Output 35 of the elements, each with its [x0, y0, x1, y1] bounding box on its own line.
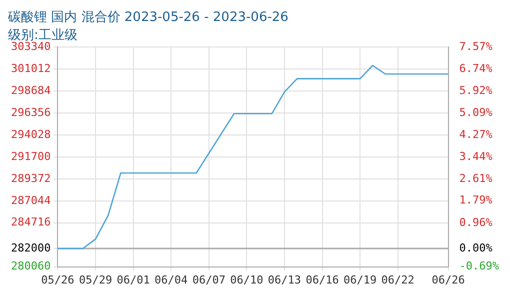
- x-tick-label: 06/10: [230, 273, 264, 286]
- y-tick-label: 287044: [10, 194, 52, 207]
- y2-tick-label: 3.44%: [459, 150, 493, 163]
- x-tick-label: 06/16: [306, 273, 339, 286]
- y-tick-label: 282000: [10, 241, 51, 254]
- x-tick-label: 06/04: [154, 273, 188, 286]
- y-tick-label: 296356: [10, 106, 51, 119]
- y2-tick-label: 5.92%: [459, 84, 493, 97]
- y-tick-label: 291700: [10, 150, 51, 163]
- y2-tick-label: 5.09%: [459, 106, 493, 119]
- x-tick-label: 05/26: [41, 273, 74, 286]
- y2-tick-label: 0.96%: [459, 216, 493, 229]
- chart-subtitle: 级别:工业级: [8, 28, 78, 43]
- y-tick-label: 298684: [10, 84, 52, 97]
- y-tick-label: 289372: [10, 172, 51, 185]
- y-tick-label: 280060: [10, 260, 51, 273]
- x-tick-label: 06/19: [344, 273, 377, 286]
- x-tick-label: 06/13: [268, 273, 302, 286]
- y2-tick-label: 4.27%: [459, 128, 493, 141]
- x-tick-label: 06/07: [192, 273, 226, 286]
- x-tick-label: 05/29: [78, 273, 112, 286]
- y2-tick-label: 0.00%: [459, 241, 493, 254]
- y2-tick-label: -0.69%: [459, 260, 500, 273]
- y-tick-label: 303340: [10, 40, 51, 54]
- chart-title: 碳酸锂 国内 混合价 2023-05-26 - 2023-06-26: [7, 10, 288, 26]
- y2-tick-label: 2.61%: [459, 172, 493, 185]
- y2-tick-label: 1.79%: [459, 194, 493, 207]
- y2-tick-label: 6.74%: [459, 62, 493, 76]
- y-tick-label: 301012: [10, 62, 51, 76]
- x-tick-label: 06/01: [116, 273, 150, 286]
- y2-tick-label: 7.57%: [459, 40, 493, 54]
- x-tick-label: 06/22: [381, 273, 414, 286]
- y-tick-label: 294028: [10, 128, 51, 141]
- y-tick-label: 284716: [10, 216, 51, 229]
- x-tick-label: 06/26: [432, 273, 465, 286]
